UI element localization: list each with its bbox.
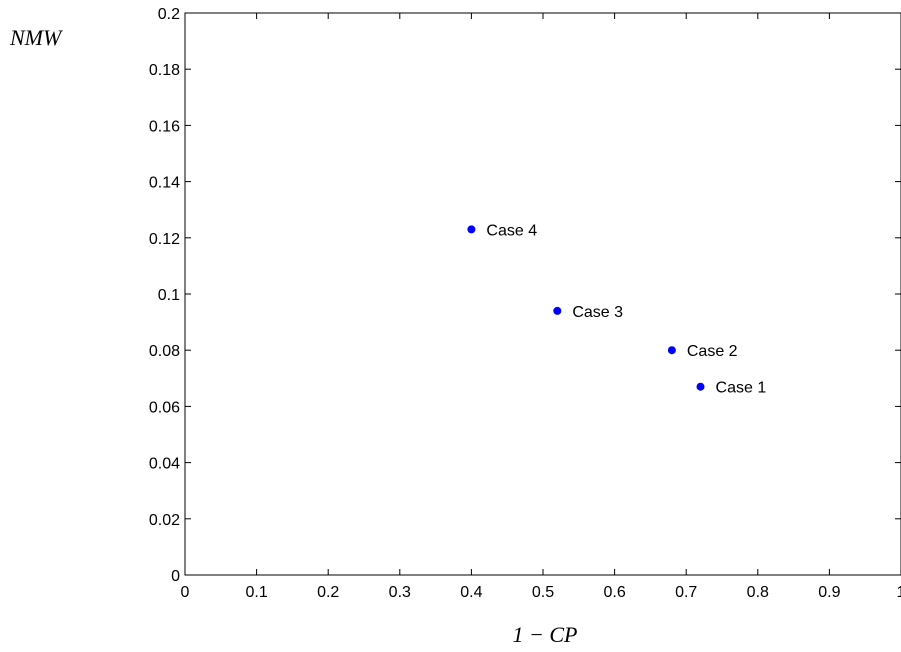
data-point-label: Case 1 [716, 380, 767, 397]
x-tick-label: 0.2 [317, 584, 339, 601]
data-point [553, 307, 561, 315]
data-point [668, 346, 676, 354]
x-tick-label: 0.8 [747, 584, 769, 601]
y-tick-label: 0.08 [149, 343, 180, 360]
y-tick-label: 0.06 [149, 399, 180, 416]
data-point [467, 225, 475, 233]
y-tick-label: 0.18 [149, 62, 180, 79]
y-axis-title: NMW [9, 25, 63, 50]
data-point-label: Case 2 [687, 343, 738, 360]
data-point-label: Case 3 [572, 304, 623, 321]
x-tick-label: 0.6 [603, 584, 625, 601]
plot-area [185, 13, 901, 575]
y-tick-label: 0 [171, 568, 180, 585]
x-tick-label: 0.1 [245, 584, 267, 601]
x-tick-label: 0.3 [389, 584, 411, 601]
x-tick-label: 0 [181, 584, 190, 601]
x-tick-label: 0.7 [675, 584, 697, 601]
y-tick-label: 0.04 [149, 456, 180, 473]
y-tick-label: 0.14 [149, 175, 180, 192]
x-tick-label: 1 [897, 584, 901, 601]
y-tick-labels: 0 0.02 0.04 0.06 0.08 0.1 0.12 0.14 0.16 0.18 0.2 [149, 6, 180, 585]
x-tick-label: 0.5 [532, 584, 554, 601]
x-tick-label: 0.9 [818, 584, 840, 601]
x-tick-labels: 0 0.1 0.2 0.3 0.4 0.5 0.6 0.7 0.8 0.9 1 [181, 584, 901, 601]
y-tick-label: 0.2 [158, 6, 180, 23]
data-point [697, 383, 705, 391]
x-tick-label: 0.4 [460, 584, 482, 601]
y-tick-label: 0.16 [149, 118, 180, 135]
y-tick-label: 0.12 [149, 231, 180, 248]
y-tick-label: 0.02 [149, 512, 180, 529]
data-point-label: Case 4 [486, 222, 537, 239]
x-axis-title: 1 − CP [513, 622, 578, 647]
y-tick-label: 0.1 [158, 287, 180, 304]
